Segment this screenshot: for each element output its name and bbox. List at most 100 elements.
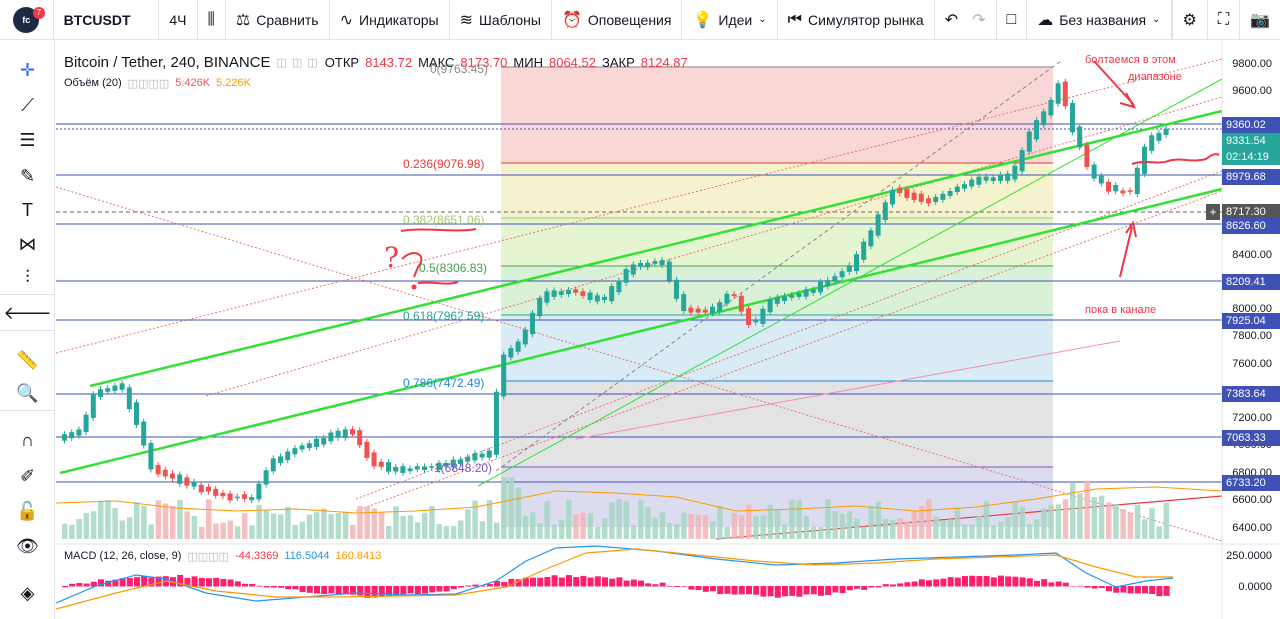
- macd-controls[interactable]: ◫◫◫◫: [187, 551, 229, 563]
- macd-hist-bar: [515, 579, 522, 587]
- chart-type-button[interactable]: ⫼: [198, 0, 226, 40]
- macd-hist-bar: [832, 586, 839, 593]
- candle: [537, 298, 543, 317]
- macd-hist-bar: [234, 581, 241, 587]
- undo-redo: ↶ ↷: [935, 0, 997, 40]
- candle: [393, 466, 399, 472]
- compare-button[interactable]: ⚖ Сравнить: [226, 0, 330, 40]
- ruler-icon[interactable]: 📏: [16, 349, 39, 370]
- lock-icon[interactable]: 🔓: [16, 500, 39, 521]
- volume-bar: [1149, 508, 1155, 539]
- fib-zone-618: [501, 315, 1053, 381]
- candle: [69, 432, 75, 439]
- pattern-icon[interactable]: ⋈: [18, 233, 37, 254]
- macd-hist-bar: [479, 585, 486, 587]
- fib-label-236: 0.236(9076.98): [403, 157, 485, 171]
- volume-bar: [213, 523, 219, 539]
- candle: [299, 445, 305, 450]
- volume-bar: [1113, 503, 1119, 539]
- candle: [184, 477, 190, 486]
- logo[interactable]: fc 7: [0, 0, 54, 40]
- macd-hist-bar: [1034, 580, 1040, 587]
- price-label: 6733.20: [1222, 475, 1280, 491]
- fib-levels-icon[interactable]: ☰: [19, 129, 36, 150]
- volume-bar: [1055, 504, 1062, 539]
- candle: [926, 198, 931, 204]
- bar-timer: 02:14:19: [1222, 149, 1280, 165]
- macd-hist-bar: [357, 586, 364, 596]
- macd-hist-bar: [1055, 581, 1062, 587]
- layout-button[interactable]: □: [997, 0, 1028, 40]
- volume-bar: [105, 500, 111, 539]
- candle: [62, 434, 67, 441]
- candle: [292, 448, 298, 455]
- candle: [1163, 128, 1169, 135]
- magnet-icon[interactable]: ∩: [21, 429, 34, 450]
- macd-hist-bar: [666, 586, 673, 587]
- settings-button[interactable]: ⚙: [1171, 0, 1208, 40]
- volume-bar: [810, 526, 817, 539]
- volume-bar: [969, 524, 975, 539]
- chart-pane[interactable]: Bitcoin / Tether, 240, BINANCE ◫ ◫ ◫ ОТК…: [56, 41, 1280, 619]
- volume-bar: [530, 512, 536, 539]
- trend-line-icon[interactable]: ⟋: [21, 94, 34, 115]
- low-label: МИН: [513, 55, 543, 70]
- volume-ma-line: [56, 486, 1223, 514]
- volume-bar: [501, 477, 507, 539]
- candle: [1106, 181, 1111, 192]
- eye-icon[interactable]: 👁: [16, 535, 39, 556]
- volume-bar: [76, 519, 82, 539]
- add-alert-icon[interactable]: +: [1206, 204, 1220, 220]
- save-layout-button[interactable]: ☁ Без названия ⌄: [1027, 0, 1172, 40]
- candle: [717, 302, 723, 312]
- interval-button[interactable]: 4Ч: [159, 0, 198, 40]
- candle: [616, 280, 622, 293]
- candle: [119, 383, 125, 390]
- macd-hist-bar: [746, 586, 752, 595]
- chevron-down-icon: ⌄: [758, 14, 767, 25]
- macd-hist-bar: [1062, 582, 1069, 587]
- zoom-in-icon[interactable]: 🔍: [0, 377, 55, 411]
- prediction-icon[interactable]: ⫶: [0, 261, 55, 295]
- ideas-button[interactable]: 💡 Идеи ⌄: [682, 0, 778, 40]
- volume-controls[interactable]: ◫◫◫◫: [127, 78, 170, 90]
- undo-icon[interactable]: ↶: [944, 11, 959, 29]
- volume-bar: [998, 521, 1004, 539]
- templates-button[interactable]: ≋ Шаблоны: [450, 0, 552, 40]
- indicators-button[interactable]: ∿ Индикаторы: [330, 0, 450, 40]
- redo-icon[interactable]: ↷: [972, 11, 986, 29]
- volume-bar: [609, 502, 615, 539]
- replay-button[interactable]: ⏮ Симулятор рынка: [778, 0, 935, 40]
- snapshot-button[interactable]: 📷: [1240, 0, 1280, 40]
- candle: [1012, 165, 1018, 180]
- text-icon[interactable]: T: [22, 199, 33, 220]
- price-label: 9360.02: [1222, 117, 1280, 133]
- candle: [753, 319, 759, 323]
- templates-label: Шаблоны: [479, 11, 541, 28]
- arrow-left-icon[interactable]: 🡐: [0, 297, 55, 331]
- candle: [731, 294, 737, 297]
- macd-hist-bar: [335, 586, 342, 595]
- macd-hist-bar: [306, 586, 313, 593]
- crosshair-icon[interactable]: ✛: [19, 59, 36, 80]
- layers-icon[interactable]: ◈: [20, 582, 35, 603]
- brush-icon[interactable]: ✎: [19, 165, 36, 186]
- alerts-button[interactable]: ⏰ Оповещения: [552, 0, 683, 40]
- macd-hist-bar: [839, 586, 846, 594]
- lock-drawing-icon[interactable]: ✐: [19, 465, 36, 486]
- axis-tick: 6600.00: [1232, 494, 1272, 506]
- legend-controls[interactable]: ◫ ◫ ◫: [276, 57, 319, 69]
- macd-hist-bar: [76, 582, 83, 587]
- candle: [868, 230, 874, 247]
- volume-bar: [494, 522, 500, 539]
- macd-hist-bar: [364, 586, 371, 598]
- volume-bar: [206, 499, 212, 539]
- candle: [508, 348, 514, 358]
- chart-canvas[interactable]: [56, 41, 1280, 619]
- symbol-search[interactable]: BTCUSDT: [54, 0, 160, 40]
- macd-hist-bar: [738, 586, 745, 595]
- volume-bar: [566, 499, 572, 539]
- fullscreen-button[interactable]: ⛶: [1208, 0, 1241, 40]
- macd-hist-bar: [112, 579, 119, 587]
- candles-icon: ⫼: [207, 10, 215, 28]
